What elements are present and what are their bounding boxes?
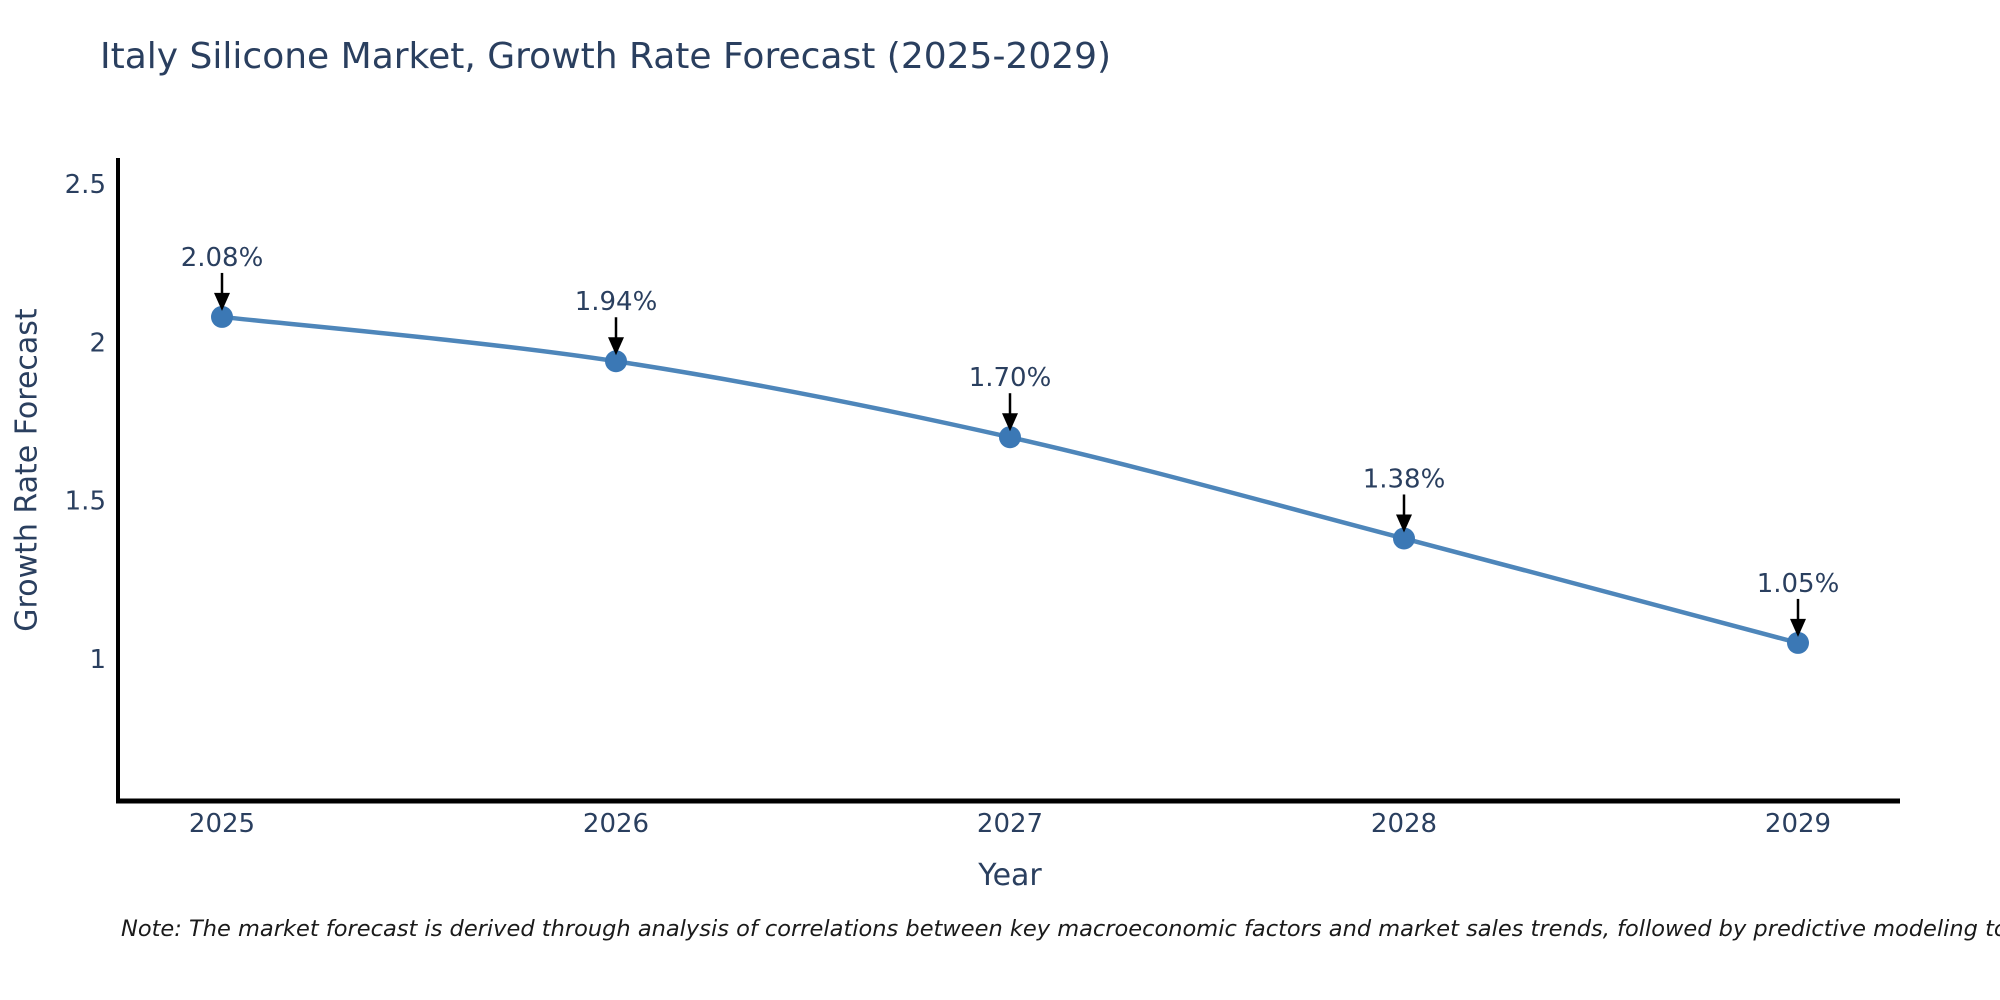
x-tick-label: 2028 xyxy=(1371,809,1437,839)
footnote-text: Note: The market forecast is derived thr… xyxy=(121,916,2000,942)
y-tick-label: 1.5 xyxy=(65,487,106,517)
data-point-marker xyxy=(999,426,1021,449)
footnote-container: Note: The market forecast is derived thr… xyxy=(0,916,2000,942)
x-tick-label: 2027 xyxy=(977,809,1043,839)
y-tick-label: 2.5 xyxy=(65,170,106,200)
data-point-label: 1.70% xyxy=(969,363,1052,393)
annotation-arrow-head xyxy=(1002,413,1018,432)
data-point-marker xyxy=(1787,631,1809,654)
x-tick-label: 2029 xyxy=(1765,809,1831,839)
y-tick-label: 1 xyxy=(89,645,106,675)
data-point-label: 1.05% xyxy=(1757,569,1840,599)
annotation-arrow-head xyxy=(1396,514,1412,533)
annotation-arrow-head xyxy=(608,337,624,356)
data-point-label: 1.38% xyxy=(1363,464,1446,494)
data-point-marker xyxy=(605,350,627,373)
annotation-arrow-head xyxy=(1790,618,1806,637)
x-axis-title: Year xyxy=(978,858,1042,893)
x-tick-label: 2026 xyxy=(583,809,649,839)
chart-title: Italy Silicone Market, Growth Rate Forec… xyxy=(100,36,1112,77)
data-point-marker xyxy=(1393,527,1415,550)
data-point-label: 2.08% xyxy=(181,243,264,273)
annotation-arrow-head xyxy=(214,292,230,311)
data-point-marker xyxy=(211,305,233,328)
x-tick-label: 2025 xyxy=(189,809,255,839)
y-tick-label: 2 xyxy=(89,328,106,358)
data-point-label: 1.94% xyxy=(575,287,658,317)
